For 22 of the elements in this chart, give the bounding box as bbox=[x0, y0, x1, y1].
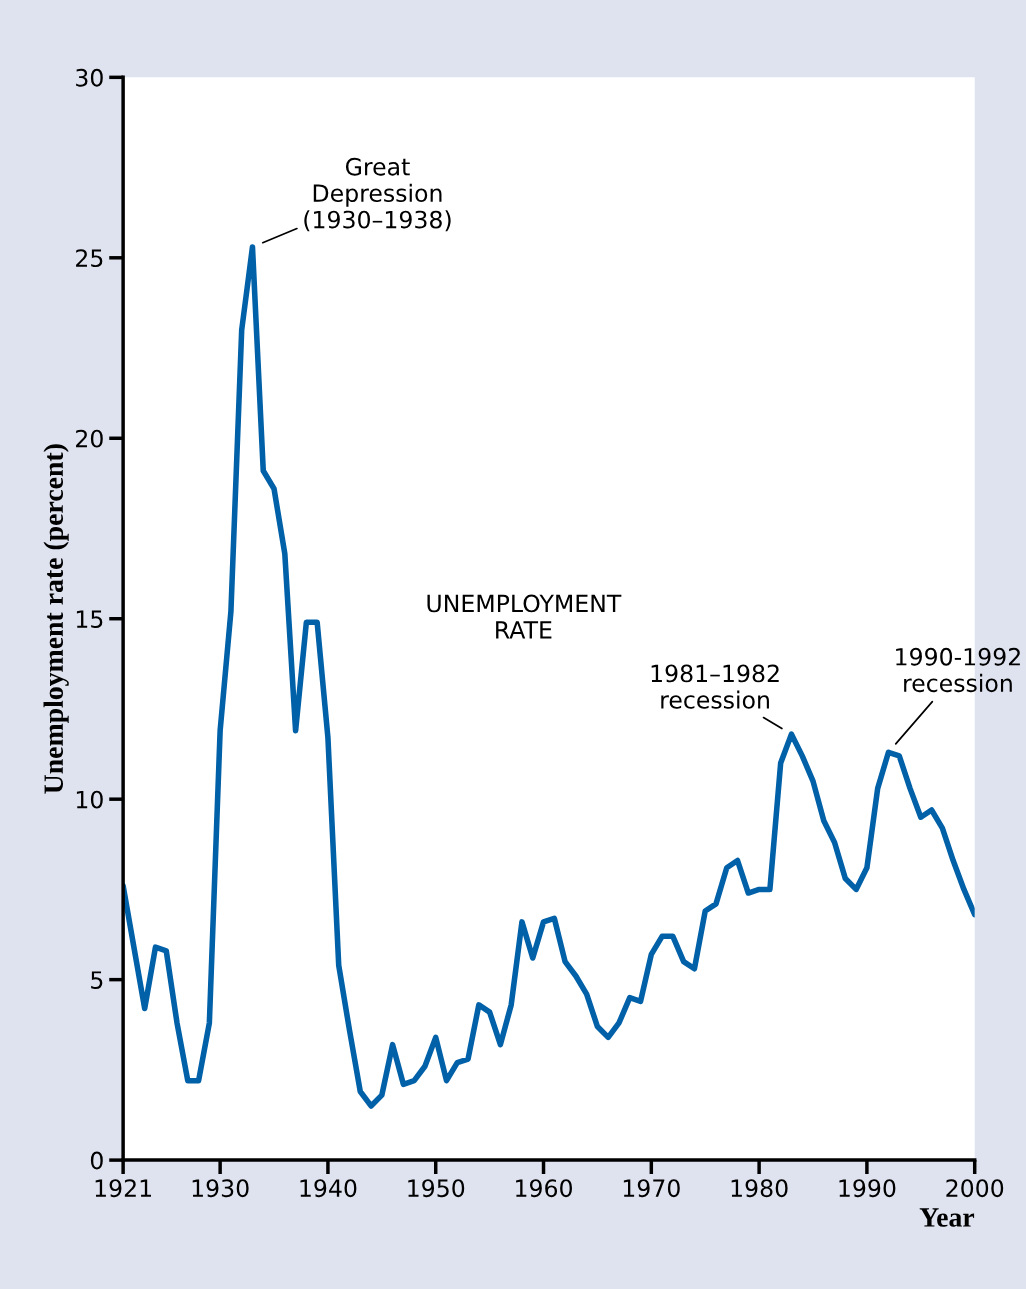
y-tick-label: 5 bbox=[91, 971, 103, 989]
y-tick-label: 25 bbox=[76, 249, 103, 268]
x-tick-label: 1990 bbox=[839, 1179, 896, 1198]
x-tick-label: 1950 bbox=[408, 1179, 465, 1198]
x-axis-title: Year bbox=[919, 1208, 975, 1227]
annotation: UNEMPLOYMENT RATE bbox=[427, 594, 622, 639]
y-tick-label: 10 bbox=[76, 790, 103, 809]
annotation: 1990-1992 recession bbox=[896, 647, 1020, 693]
y-tick-label: 30 bbox=[76, 68, 103, 87]
y-tick-label: 0 bbox=[90, 1151, 103, 1170]
y-tick-label: 20 bbox=[76, 429, 103, 448]
annotation: 1981–1982 recession bbox=[651, 664, 779, 709]
y-tick-label: 15 bbox=[76, 610, 103, 629]
x-tick-label: 1940 bbox=[300, 1179, 357, 1198]
x-tick-label: 1930 bbox=[192, 1179, 249, 1198]
annotation: Great Depression (1930–1938) bbox=[304, 157, 451, 232]
x-tick-label: 1960 bbox=[516, 1179, 572, 1198]
x-tick-label: 1921 bbox=[95, 1179, 151, 1198]
y-axis-title: Unemployment rate (percent) bbox=[43, 444, 69, 794]
x-tick-label: 1970 bbox=[623, 1179, 680, 1198]
x-tick-label: 2000 bbox=[946, 1179, 1004, 1198]
x-tick-label: 1980 bbox=[731, 1179, 788, 1198]
